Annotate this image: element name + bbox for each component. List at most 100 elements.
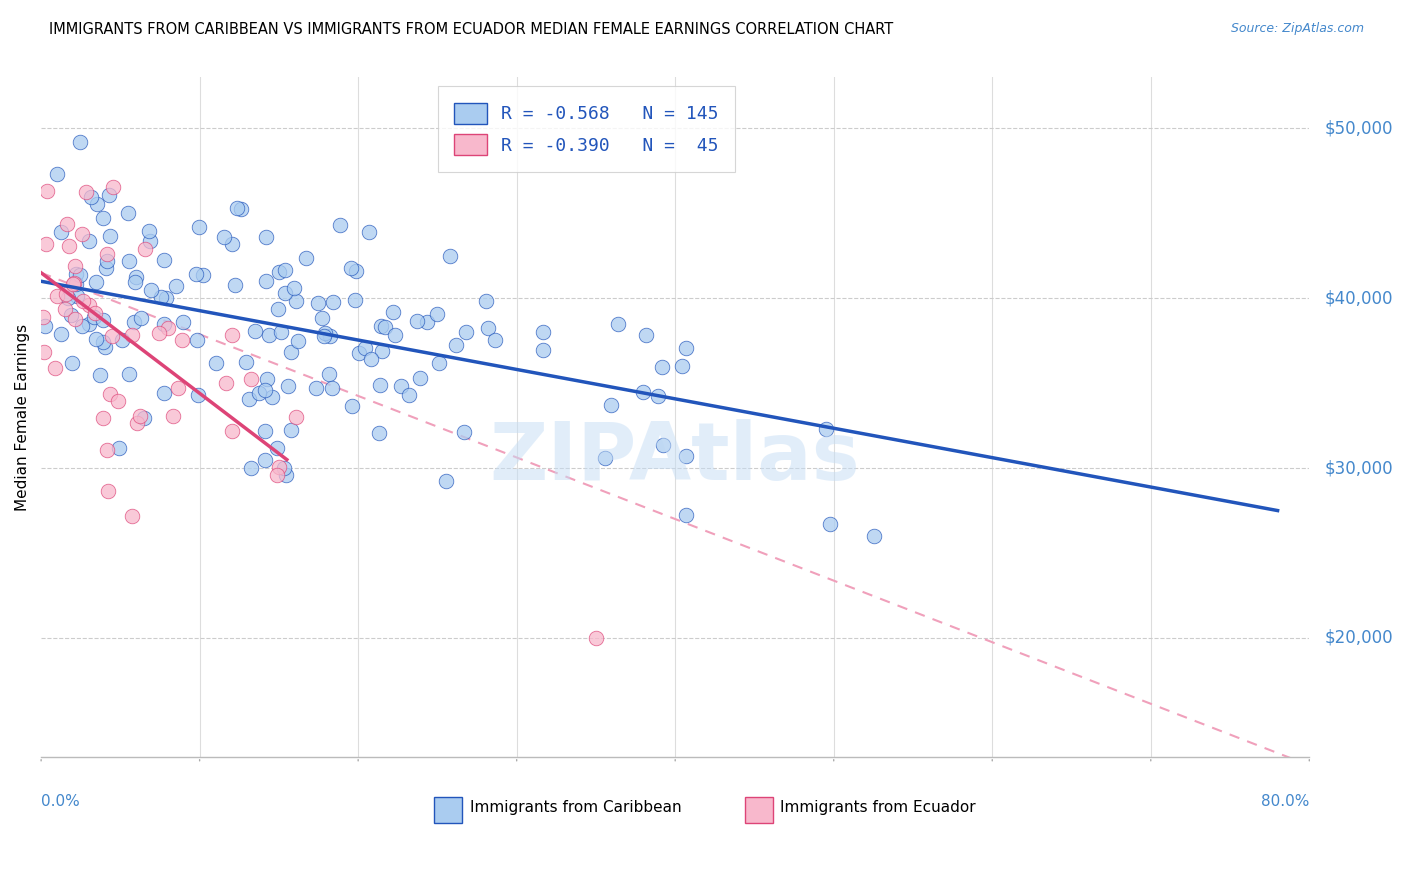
Point (84, 332, 107, 346)
Point (427, 356, 450, 370)
Point (131, 310, 153, 325)
Point (647, 389, 669, 403)
Point (357, 225, 380, 239)
Text: Immigrants from Ecuador: Immigrants from Ecuador (780, 800, 976, 815)
Y-axis label: Median Female Earnings: Median Female Earnings (15, 324, 30, 511)
Point (439, 249, 461, 263)
Point (398, 388, 420, 402)
Point (280, 345, 302, 359)
Point (312, 329, 335, 343)
Text: $20,000: $20,000 (1324, 629, 1393, 647)
Point (531, 325, 554, 339)
Point (305, 381, 328, 395)
Point (125, 417, 148, 431)
Point (253, 424, 276, 438)
Point (585, 631, 607, 645)
Point (97, 187, 120, 202)
Point (124, 275, 146, 289)
Point (477, 321, 499, 335)
Point (238, 392, 260, 406)
Point (287, 334, 309, 349)
Point (65, 267, 87, 281)
Point (134, 243, 156, 257)
Point (58, 239, 80, 253)
Point (329, 218, 352, 232)
Text: $40,000: $40,000 (1324, 289, 1393, 307)
Point (651, 360, 673, 375)
Point (184, 267, 207, 281)
Point (60, 308, 83, 322)
Point (318, 368, 340, 382)
Point (86, 197, 108, 211)
Text: 0.0%: 0.0% (41, 794, 80, 809)
Point (224, 277, 246, 292)
Point (382, 304, 405, 318)
Point (607, 318, 630, 332)
Point (100, 329, 122, 343)
Point (360, 351, 382, 366)
Point (253, 453, 276, 467)
Point (235, 355, 257, 369)
Point (148, 326, 170, 340)
Point (103, 179, 125, 194)
Point (367, 426, 389, 441)
Point (295, 251, 318, 265)
Point (62, 277, 84, 291)
Point (96, 246, 118, 260)
Point (72, 293, 94, 308)
Point (274, 468, 297, 483)
Point (91, 410, 114, 425)
Point (96, 443, 118, 458)
Point (267, 459, 290, 474)
Point (139, 283, 162, 297)
Point (32, 310, 55, 325)
Point (456, 325, 478, 339)
Point (156, 320, 179, 334)
Point (453, 425, 475, 439)
Point (65, 277, 87, 291)
Point (49, 225, 72, 239)
Point (416, 315, 439, 329)
Point (77, 298, 100, 312)
Point (44, 360, 66, 375)
Point (273, 461, 295, 475)
Point (274, 285, 297, 300)
Text: Immigrants from Caribbean: Immigrants from Caribbean (470, 800, 682, 815)
Point (406, 314, 429, 328)
Point (204, 356, 226, 370)
Point (256, 372, 278, 386)
Point (675, 508, 697, 523)
Point (240, 461, 263, 475)
Point (152, 253, 174, 268)
Point (62, 276, 84, 290)
Point (121, 508, 143, 523)
Point (269, 265, 291, 279)
Text: 80.0%: 80.0% (1261, 794, 1309, 809)
Point (34, 319, 56, 334)
Point (321, 381, 343, 395)
Point (531, 343, 554, 357)
Point (347, 346, 370, 360)
Point (138, 223, 160, 237)
Point (60, 356, 83, 370)
FancyBboxPatch shape (434, 797, 463, 822)
Point (91, 312, 114, 326)
Point (193, 268, 215, 282)
Point (671, 359, 693, 373)
Point (34, 344, 56, 359)
Point (186, 388, 208, 402)
Point (97, 483, 120, 498)
Point (118, 254, 141, 268)
Point (267, 302, 290, 317)
Point (221, 424, 243, 438)
Point (318, 328, 340, 343)
Point (283, 281, 305, 295)
Point (149, 290, 172, 304)
Point (214, 376, 236, 391)
Point (262, 390, 284, 404)
Point (69, 268, 91, 282)
Point (98, 387, 121, 401)
Point (343, 293, 366, 307)
Point (45, 289, 67, 303)
Point (240, 372, 263, 386)
